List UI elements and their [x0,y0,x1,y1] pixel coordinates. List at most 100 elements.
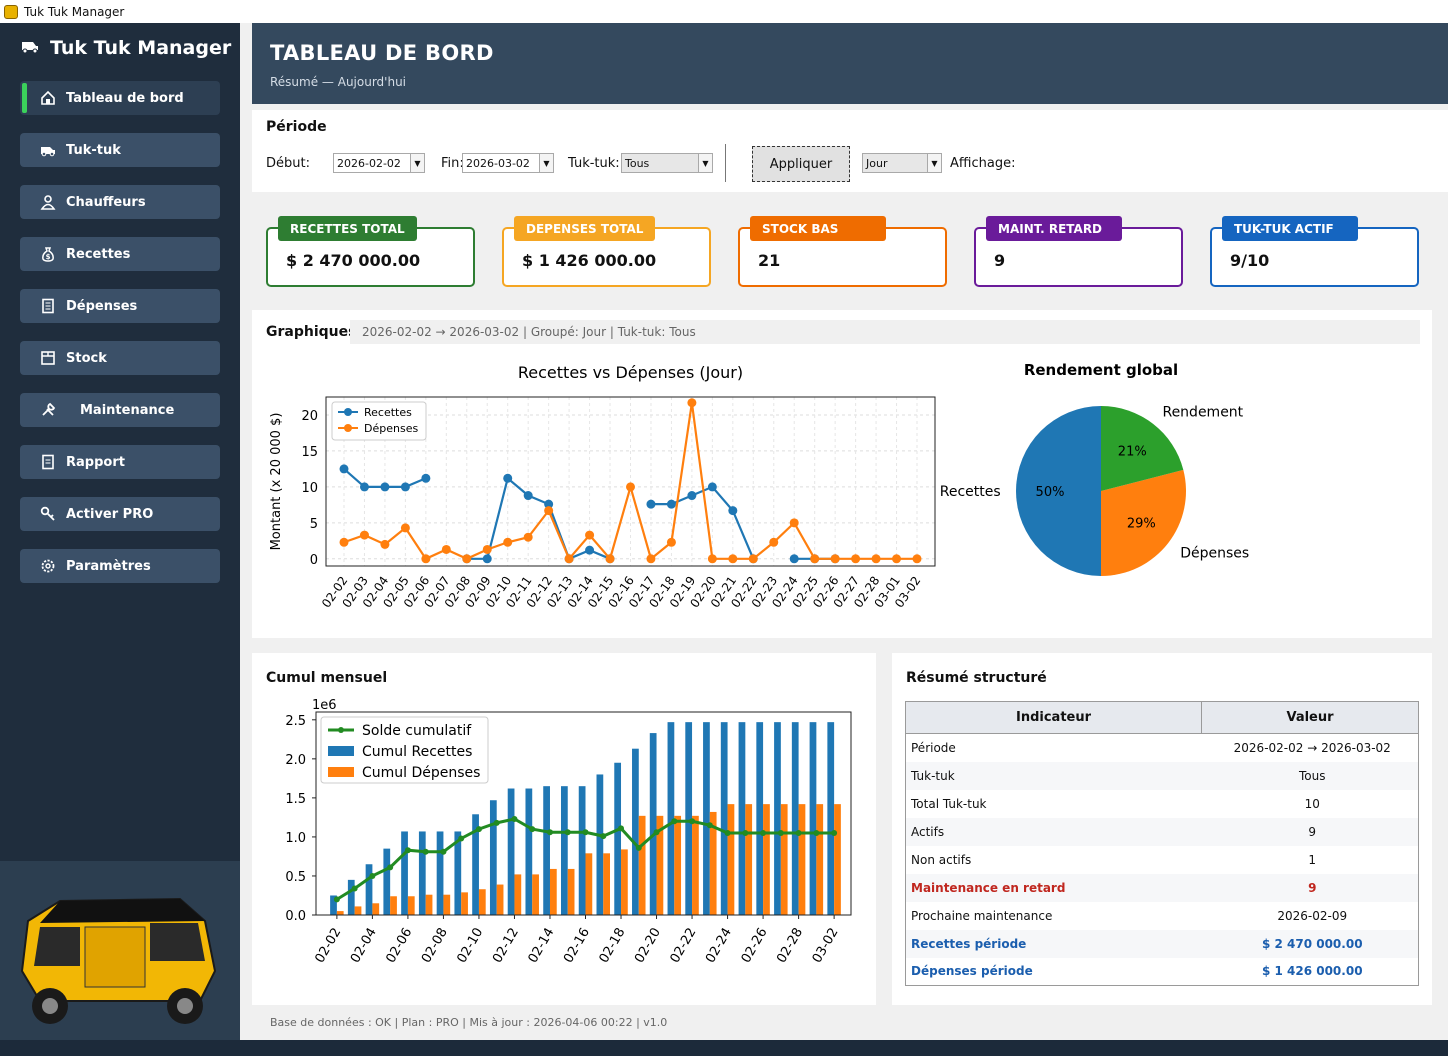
tuktuk-illustration [0,861,240,1040]
window-title: Tuk Tuk Manager [24,4,125,19]
sidebar-item-stock[interactable]: Stock [20,341,220,375]
legend-swatch [328,767,354,777]
sidebar-item-label: Maintenance [80,402,175,418]
sidebar-item-tableau-de-bord[interactable]: Tableau de bord [20,81,220,115]
slice-label: Rendement [1162,405,1243,421]
solde-point [475,826,482,833]
slice-percent: 29% [1127,516,1156,531]
data-point [769,537,779,547]
sidebar-item-label: Stock [66,350,107,366]
sidebar-item-activer-pro[interactable]: Activer PRO [20,497,220,531]
bar-depenses [763,804,770,915]
table-row[interactable]: Actifs 9 [905,817,1419,846]
table-row[interactable]: Tuk-tuk Tous [905,761,1419,790]
bar-depenses [674,815,682,915]
row-value: 9 [1201,817,1419,846]
sidebar-item-tuk-tuk[interactable]: Tuk-tuk [20,133,220,167]
chevron-down-icon[interactable]: ▼ [410,154,424,172]
group-by-select[interactable]: Jour ▼ [862,153,942,173]
data-point [666,537,676,547]
solde-point [742,830,749,837]
sidebar-item-label: Paramètres [66,558,151,574]
row-value: 9 [1201,873,1419,902]
solde-point [564,829,571,836]
kpi-value: $ 2 470 000.00 [286,251,421,270]
y-tick-label: 1.5 [285,792,306,807]
sidebar-item-depenses[interactable]: Dépenses [20,289,220,323]
bar-depenses [354,906,362,915]
solde-point [760,830,767,837]
sidebar-item-parametres[interactable]: Paramètres [20,549,220,583]
bar-depenses [549,868,557,915]
bar-depenses [656,815,664,915]
bar-recettes [454,831,462,915]
sidebar-item-label: Dépenses [66,298,138,314]
tuktuk-filter-label: Tuk-tuk: [568,156,620,171]
data-point [585,545,595,555]
slice-label: Dépenses [1180,545,1249,561]
row-label: Recettes période [905,929,1202,958]
sidebar-item-recettes[interactable]: $ Recettes [20,237,220,271]
table-row[interactable]: Total Tuk-tuk 10 [906,790,1419,818]
column-header-valeur[interactable]: Valeur [1201,701,1419,734]
x-tick-label: 02-16 [561,926,593,966]
wrench-icon [40,402,56,418]
data-point [789,518,799,528]
data-point [544,499,554,509]
table-row[interactable]: Non actifs 1 [906,846,1419,874]
y-tick-label: 1.0 [285,831,306,846]
bar-recettes [401,831,408,915]
chevron-down-icon[interactable]: ▼ [539,154,553,172]
table-row[interactable]: Période 2026-02-02 → 2026-03-02 [906,734,1419,762]
sidebar-item-maintenance[interactable]: Maintenance [20,393,220,427]
cumul-title: Cumul mensuel [266,670,388,686]
sidebar-item-chauffeurs[interactable]: Chauffeurs [20,185,220,219]
bar-depenses [336,911,344,915]
chevron-down-icon[interactable]: ▼ [927,154,941,172]
bar-recettes [418,831,426,915]
tuktuk-select[interactable]: Tous ▼ [621,153,713,173]
kpi-card-recettes: RECETTES TOTAL $ 2 470 000.00 [260,209,480,291]
data-point [789,554,799,564]
bar-depenses [798,804,806,915]
summary-title: Résumé structuré [906,670,1047,686]
start-date-picker[interactable]: 2026-02-02 ▼ [333,153,425,173]
sidebar-item-rapport[interactable]: Rapport [20,445,220,479]
table-row[interactable]: Recettes période $ 2 470 000.00 [905,929,1419,958]
data-point [503,473,513,483]
kpi-card-stock-bas: STOCK BAS 21 [732,209,952,291]
row-label: Actifs [905,817,1202,846]
bar-recettes [330,895,337,915]
column-header-indicateur[interactable]: Indicateur [905,701,1202,734]
chevron-down-icon[interactable]: ▼ [698,154,712,172]
period-panel: Période Début: 2026-02-02 ▼ Fin: 2026-03… [252,110,1448,192]
bar-depenses [478,889,486,915]
table-row[interactable]: Dépenses période $ 1 426 000.00 [906,958,1419,986]
key-icon [40,506,56,522]
bar-depenses [780,804,788,915]
legend-label: Cumul Recettes [362,744,472,760]
row-value: Tous [1201,761,1419,790]
bar-depenses [372,903,380,915]
plot-frame [315,711,852,916]
sidebar-item-label: Tableau de bord [66,90,184,106]
summary-table: Indicateur Valeur Période 2026-02-02 → 20… [905,701,1419,986]
bar-recettes [507,788,515,915]
end-date-picker[interactable]: 2026-03-02 ▼ [462,153,554,173]
gear-icon [40,558,56,574]
data-point [728,554,738,564]
data-point [421,473,431,483]
solde-point [831,830,838,837]
data-point [646,499,656,509]
bar-depenses [461,892,468,915]
apply-button[interactable]: Appliquer [752,146,850,182]
solde-point [706,822,713,829]
bar-recettes [756,722,764,915]
bar-depenses [816,804,824,915]
kpi-value: 9 [994,251,1006,270]
row-label: Total Tuk-tuk [911,796,987,811]
kpi-card-tuktuk-actif: TUK-TUK ACTIF 9/10 [1204,209,1424,291]
bar-depenses [407,896,415,915]
table-row[interactable]: Prochaine maintenance 2026-02-09 [906,902,1419,930]
table-row[interactable]: Maintenance en retard 9 [905,873,1419,902]
